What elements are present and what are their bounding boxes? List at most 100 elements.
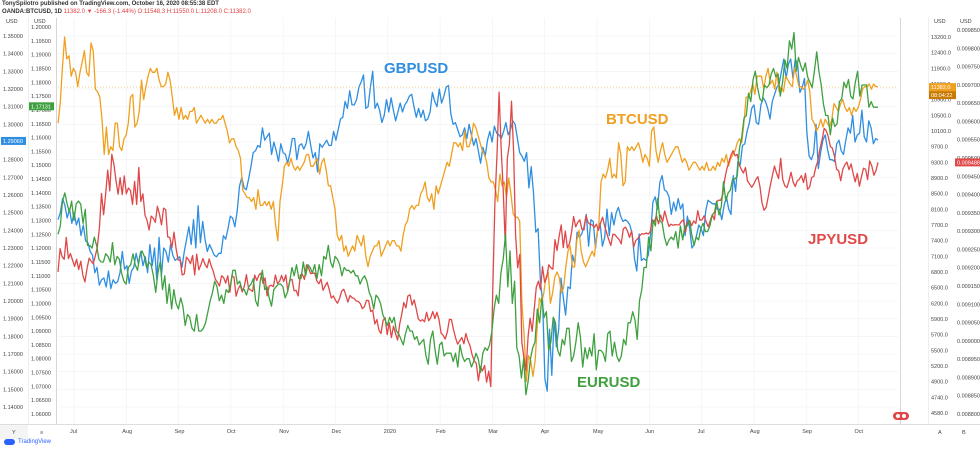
y-tick-label: 1.27000 [3, 175, 23, 181]
tradingview-logo-icon [4, 439, 15, 445]
footer[interactable]: TradingView [4, 439, 51, 445]
y-tick-label: 6800.0 [931, 270, 948, 276]
auto-scale-button[interactable]: A [938, 430, 942, 436]
y-tick-label: 10500.0 [931, 113, 951, 119]
y-tick-label: 1.06000 [31, 412, 51, 418]
y-tick-label: 1.28000 [3, 158, 23, 164]
y-tick-label: 1.17500 [31, 94, 51, 100]
y-tick-label: 7400.0 [931, 239, 948, 245]
y-tick-label: 0.009850 [957, 28, 980, 34]
y-tick-label: 0.008950 [957, 357, 980, 363]
y-tick-label: 1.19000 [31, 53, 51, 59]
y-tick-label: 1.16500 [31, 122, 51, 128]
last-value-badge [29, 102, 54, 111]
y-tick-label: 1.19000 [3, 317, 23, 323]
y-tick-label: 1.23000 [3, 246, 23, 252]
ohlc-values: 11382.0 ▼ -166.3 (-1.44%) O:11548.3 H:11… [63, 8, 251, 15]
y-tick-label: 0.009100 [957, 302, 980, 308]
y-tick-label: 1.18000 [3, 334, 23, 340]
last-value-text: 1.17131 [31, 104, 51, 110]
y-tick-label: 10100.0 [931, 129, 951, 135]
chart-header: TonySpilotro published on TradingView.co… [2, 1, 251, 16]
x-tick-label: Jul [70, 429, 77, 435]
y-tick-label: 5500.0 [931, 348, 948, 354]
y-tick-label: 8900.0 [931, 176, 948, 182]
y-tick-label: 1.22000 [3, 264, 23, 270]
y-tick-label: 1.15000 [31, 163, 51, 169]
last-value-badge [929, 83, 956, 92]
y-tick-label: 1.14000 [3, 405, 23, 411]
bottom-right-buttons[interactable]: A B [938, 430, 966, 436]
y-tick-label: 5900.0 [931, 317, 948, 323]
symbol-label: OANDA:BTCUSD, 1D [2, 8, 62, 15]
y-tick-label: 0.009250 [957, 247, 980, 253]
b-scale-button[interactable]: B [962, 430, 966, 436]
y-tick-label: 1.08500 [31, 343, 51, 349]
x-tick-label: Apr [541, 429, 550, 435]
y-tick-label: 1.08000 [31, 357, 51, 363]
y-tick-label: 7100.0 [931, 254, 948, 260]
x-tick-label: Nov [279, 429, 289, 435]
y-tick-label: 0.009750 [957, 65, 980, 71]
y-tick-label: 0.008850 [957, 394, 980, 400]
x-tick-label: Sep [802, 429, 812, 435]
y-tick-label: 1.24000 [3, 228, 23, 234]
x-tick-label: Oct [227, 429, 236, 435]
y-tick-label: 0.009300 [957, 229, 980, 235]
y-tick-label: 0.009150 [957, 284, 980, 290]
y-tick-label: 1.21000 [3, 281, 23, 287]
y-tick-label: 7700.0 [931, 223, 948, 229]
y-tick-label: 0.009450 [957, 174, 980, 180]
y-tick-label: 0.009550 [957, 138, 980, 144]
series-label-eurusd: EURUSD [577, 374, 641, 391]
last-value-text: 1.29060 [3, 139, 23, 145]
y-tick-label: 1.06500 [31, 398, 51, 404]
y-tick-label: 1.26000 [3, 193, 23, 199]
y-tick-label: 1.35000 [3, 34, 23, 40]
x-tick-label: May [593, 429, 604, 435]
y-tick-label: 6500.0 [931, 286, 948, 292]
x-tick-label: 2020 [384, 429, 396, 435]
x-tick-label: Dec [332, 429, 342, 435]
y-tick-label: 9300.0 [931, 160, 948, 166]
series-label-btcusd: BTCUSD [606, 111, 669, 128]
flag-icon [893, 412, 909, 420]
axis-unit-jpy: USD [960, 19, 972, 25]
y-tick-label: 1.17000 [3, 352, 23, 358]
y-tick-label: 0.009350 [957, 211, 980, 217]
axis-unit-gbp: USD [6, 19, 18, 25]
y-tick-label: 8500.0 [931, 192, 948, 198]
y-tick-label: 1.13000 [31, 219, 51, 225]
y-tick-label: 0.008900 [957, 375, 980, 381]
x-tick-label: Jun [645, 429, 654, 435]
last-value-badge [1, 136, 26, 145]
last-value-badges: 1.29060 1.17131 11382.0 08:04:22 0.009488 [1, 83, 980, 167]
y-tick-label: 1.31000 [3, 105, 23, 111]
y-tick-label: 1.17000 [31, 108, 51, 114]
plot-frame [0, 18, 980, 425]
bottom-left-buttons[interactable]: Y ≡ [0, 425, 43, 439]
y-tick-label: 1.07500 [31, 371, 51, 377]
series-lines [57, 31, 898, 396]
y-tick-label: 1.12500 [31, 232, 51, 238]
y-tick-label: 1.07000 [31, 384, 51, 390]
countdown-badge [929, 91, 956, 100]
axis-ticks: 1.35000 1.34000 1.33000 1.32000 1.31000 1.300… [3, 25, 980, 418]
y-tick-label: 0.008800 [957, 412, 980, 418]
y-tick-label: 8100.0 [931, 207, 948, 213]
y-tick-label: 1.12000 [31, 246, 51, 252]
scale-button-left[interactable]: Y [12, 430, 16, 436]
y-tick-label: 0.009000 [957, 339, 980, 345]
y-tick-label: 1.15500 [31, 149, 51, 155]
y-tick-label: 6200.0 [931, 301, 948, 307]
y-tick-label: 4900.0 [931, 380, 948, 386]
y-tick-label: 1.20000 [31, 25, 51, 31]
x-tick-label: Mar [488, 429, 498, 435]
y-tick-label: 1.11000 [31, 274, 50, 280]
y-tick-label: 1.34000 [3, 52, 23, 58]
series-line-eurusd [57, 31, 878, 396]
axis-unit-eur: USD [34, 19, 46, 25]
publisher-line: TonySpilotro published on TradingView.co… [2, 1, 219, 7]
menu-button-left[interactable]: ≡ [40, 430, 43, 436]
